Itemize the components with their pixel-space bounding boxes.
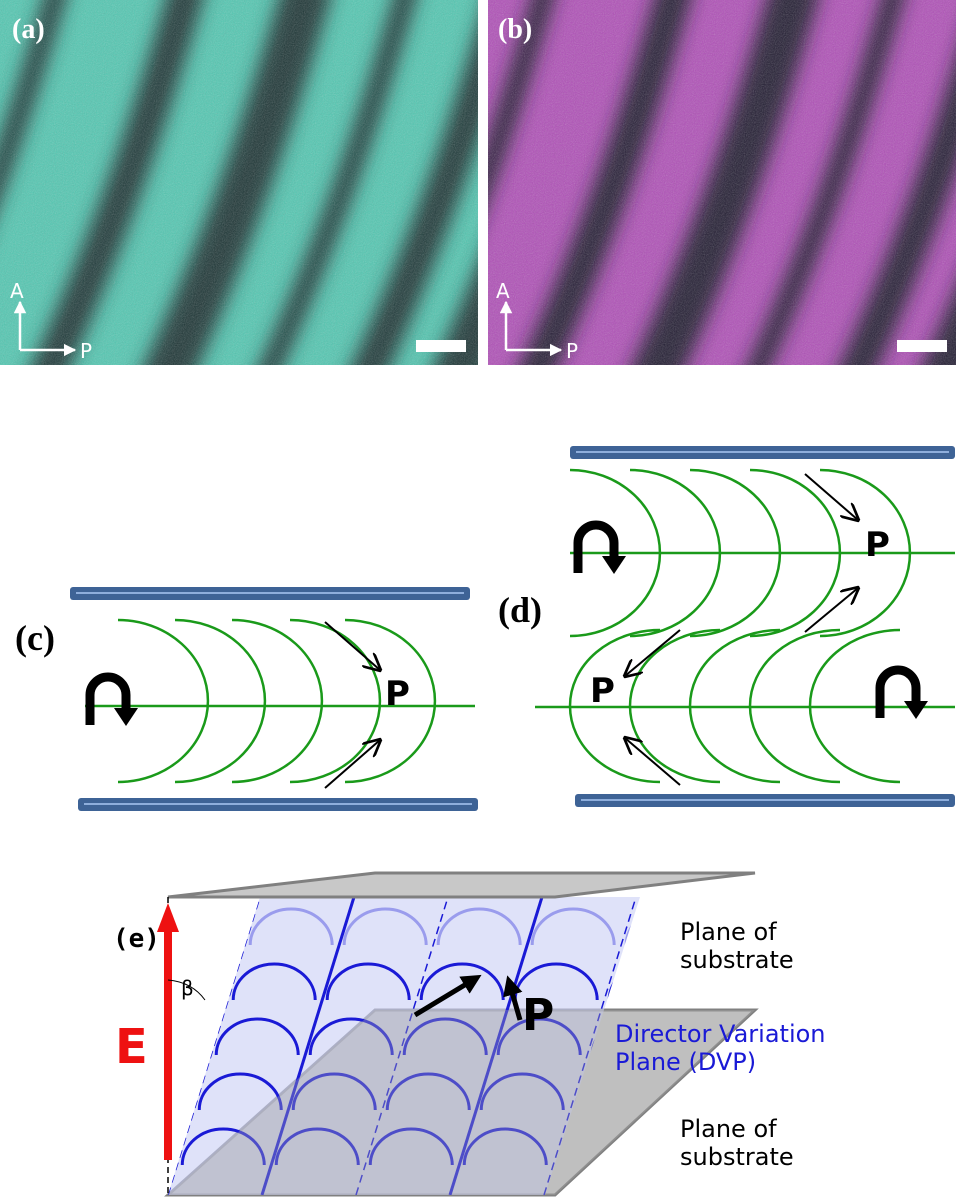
analyzer-label: A	[496, 279, 510, 303]
angle-label: β	[181, 976, 194, 1000]
polarization-label: P	[385, 674, 410, 714]
figure: (a) (b) A P A P (c) P (d) P P (e) Plane …	[0, 0, 956, 1203]
plane-label: Plane of	[680, 918, 777, 946]
schematic-d	[535, 446, 955, 807]
director-arc	[290, 620, 380, 782]
plane-label: Plane of	[680, 1115, 777, 1143]
polarizer-label: P	[566, 339, 578, 363]
schematic-c	[70, 587, 478, 811]
dvp-label: Director Variation	[615, 1020, 826, 1048]
director-arc	[609, 964, 691, 1000]
panel-label: (e)	[113, 924, 160, 954]
polarization-label: P	[522, 990, 554, 1041]
director-arc	[118, 620, 208, 782]
plane-label: substrate	[680, 946, 794, 974]
panel-label: (b)	[498, 14, 532, 45]
polarizer-label: P	[80, 339, 92, 363]
field-label: E	[115, 1019, 148, 1075]
analyzer-label: A	[10, 279, 24, 303]
panel-label: (d)	[498, 590, 542, 630]
director-arc	[175, 620, 265, 782]
plane-label: substrate	[680, 1143, 794, 1171]
scale-bar	[416, 340, 466, 352]
director-arc	[232, 620, 322, 782]
polarization-label: P	[865, 525, 890, 565]
micrograph-b	[398, 0, 956, 390]
panel-label: (c)	[15, 618, 55, 658]
panel-label: (a)	[12, 14, 45, 45]
dvp-label: Plane (DVP)	[615, 1048, 756, 1076]
polarization-label: P	[590, 671, 615, 711]
scale-bar	[897, 340, 947, 352]
